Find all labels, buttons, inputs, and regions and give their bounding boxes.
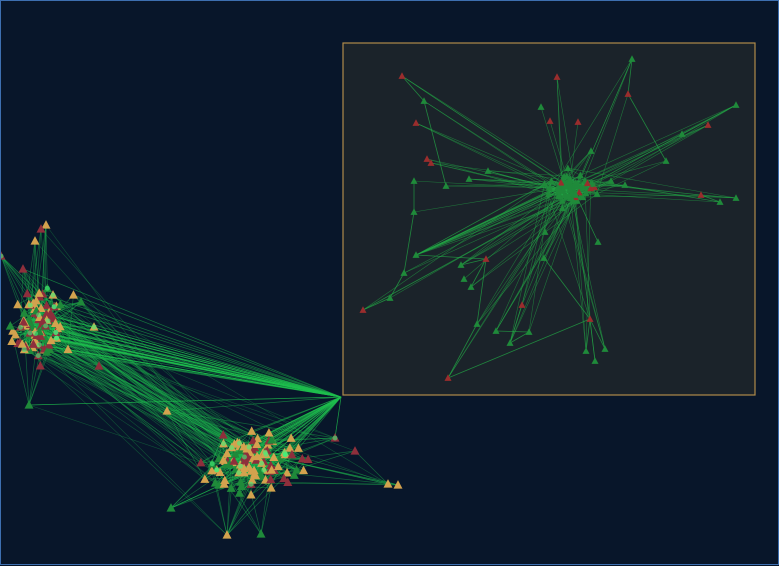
highlight-dot — [52, 304, 57, 309]
highlight-dot — [242, 455, 247, 460]
red-node-triangle-icon[interactable] — [19, 264, 28, 273]
highlight-dot — [259, 461, 264, 466]
highlight-dot — [54, 336, 59, 341]
graph-edge — [224, 397, 341, 444]
highlight-dot — [229, 445, 234, 450]
graph-edge — [246, 397, 341, 462]
highlight-dot — [36, 312, 41, 317]
green-node-triangle-icon[interactable] — [6, 321, 15, 330]
graph-edge — [53, 295, 252, 480]
highlight-dot — [28, 303, 33, 308]
highlight-dot — [236, 470, 241, 475]
highlight-dot — [263, 450, 268, 455]
highlight-dot — [333, 436, 338, 441]
highlight-dot — [36, 353, 41, 358]
highlight-dot — [37, 342, 42, 347]
highlight-dot — [45, 286, 50, 291]
highlight-dot — [261, 468, 266, 473]
highlight-dot — [238, 464, 243, 469]
highlight-dot — [50, 292, 55, 297]
highlight-dot — [18, 325, 23, 330]
graph-edge — [44, 327, 249, 467]
highlight-dot — [221, 441, 226, 446]
highlight-dot — [237, 441, 242, 446]
graph-edge — [261, 488, 271, 534]
highlight-dot — [247, 445, 252, 450]
highlight-dot — [46, 318, 51, 323]
red-node-triangle-icon[interactable] — [351, 446, 360, 455]
highlight-dot — [283, 452, 288, 457]
yellow-node-triangle-icon[interactable] — [31, 236, 40, 245]
main-graph-edges — [1, 225, 398, 535]
yellow-node-triangle-icon[interactable] — [69, 290, 78, 299]
green-node-triangle-icon[interactable] — [25, 400, 34, 409]
highlight-dot — [28, 331, 33, 336]
highlight-dot — [92, 325, 97, 330]
yellow-node-triangle-icon[interactable] — [42, 220, 51, 229]
highlight-dot — [22, 347, 27, 352]
green-node-triangle-icon[interactable] — [257, 529, 266, 538]
highlight-dot — [33, 331, 38, 336]
main-graph-nodes[interactable] — [1, 220, 403, 539]
highlight-dot — [214, 467, 219, 472]
graph-edge — [1, 256, 24, 321]
highlight-dot — [53, 330, 58, 335]
highlight-dot — [210, 461, 215, 466]
highlight-dot — [249, 482, 254, 487]
highlight-dot — [43, 323, 48, 328]
